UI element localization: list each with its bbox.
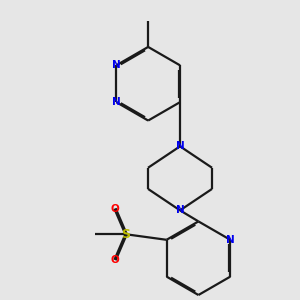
Text: N: N [176, 206, 184, 215]
Text: N: N [226, 235, 235, 245]
Text: O: O [111, 203, 119, 214]
Text: N: N [112, 97, 121, 107]
Text: N: N [176, 141, 184, 151]
Text: S: S [122, 228, 130, 241]
Text: O: O [111, 255, 119, 265]
Text: N: N [112, 60, 121, 70]
